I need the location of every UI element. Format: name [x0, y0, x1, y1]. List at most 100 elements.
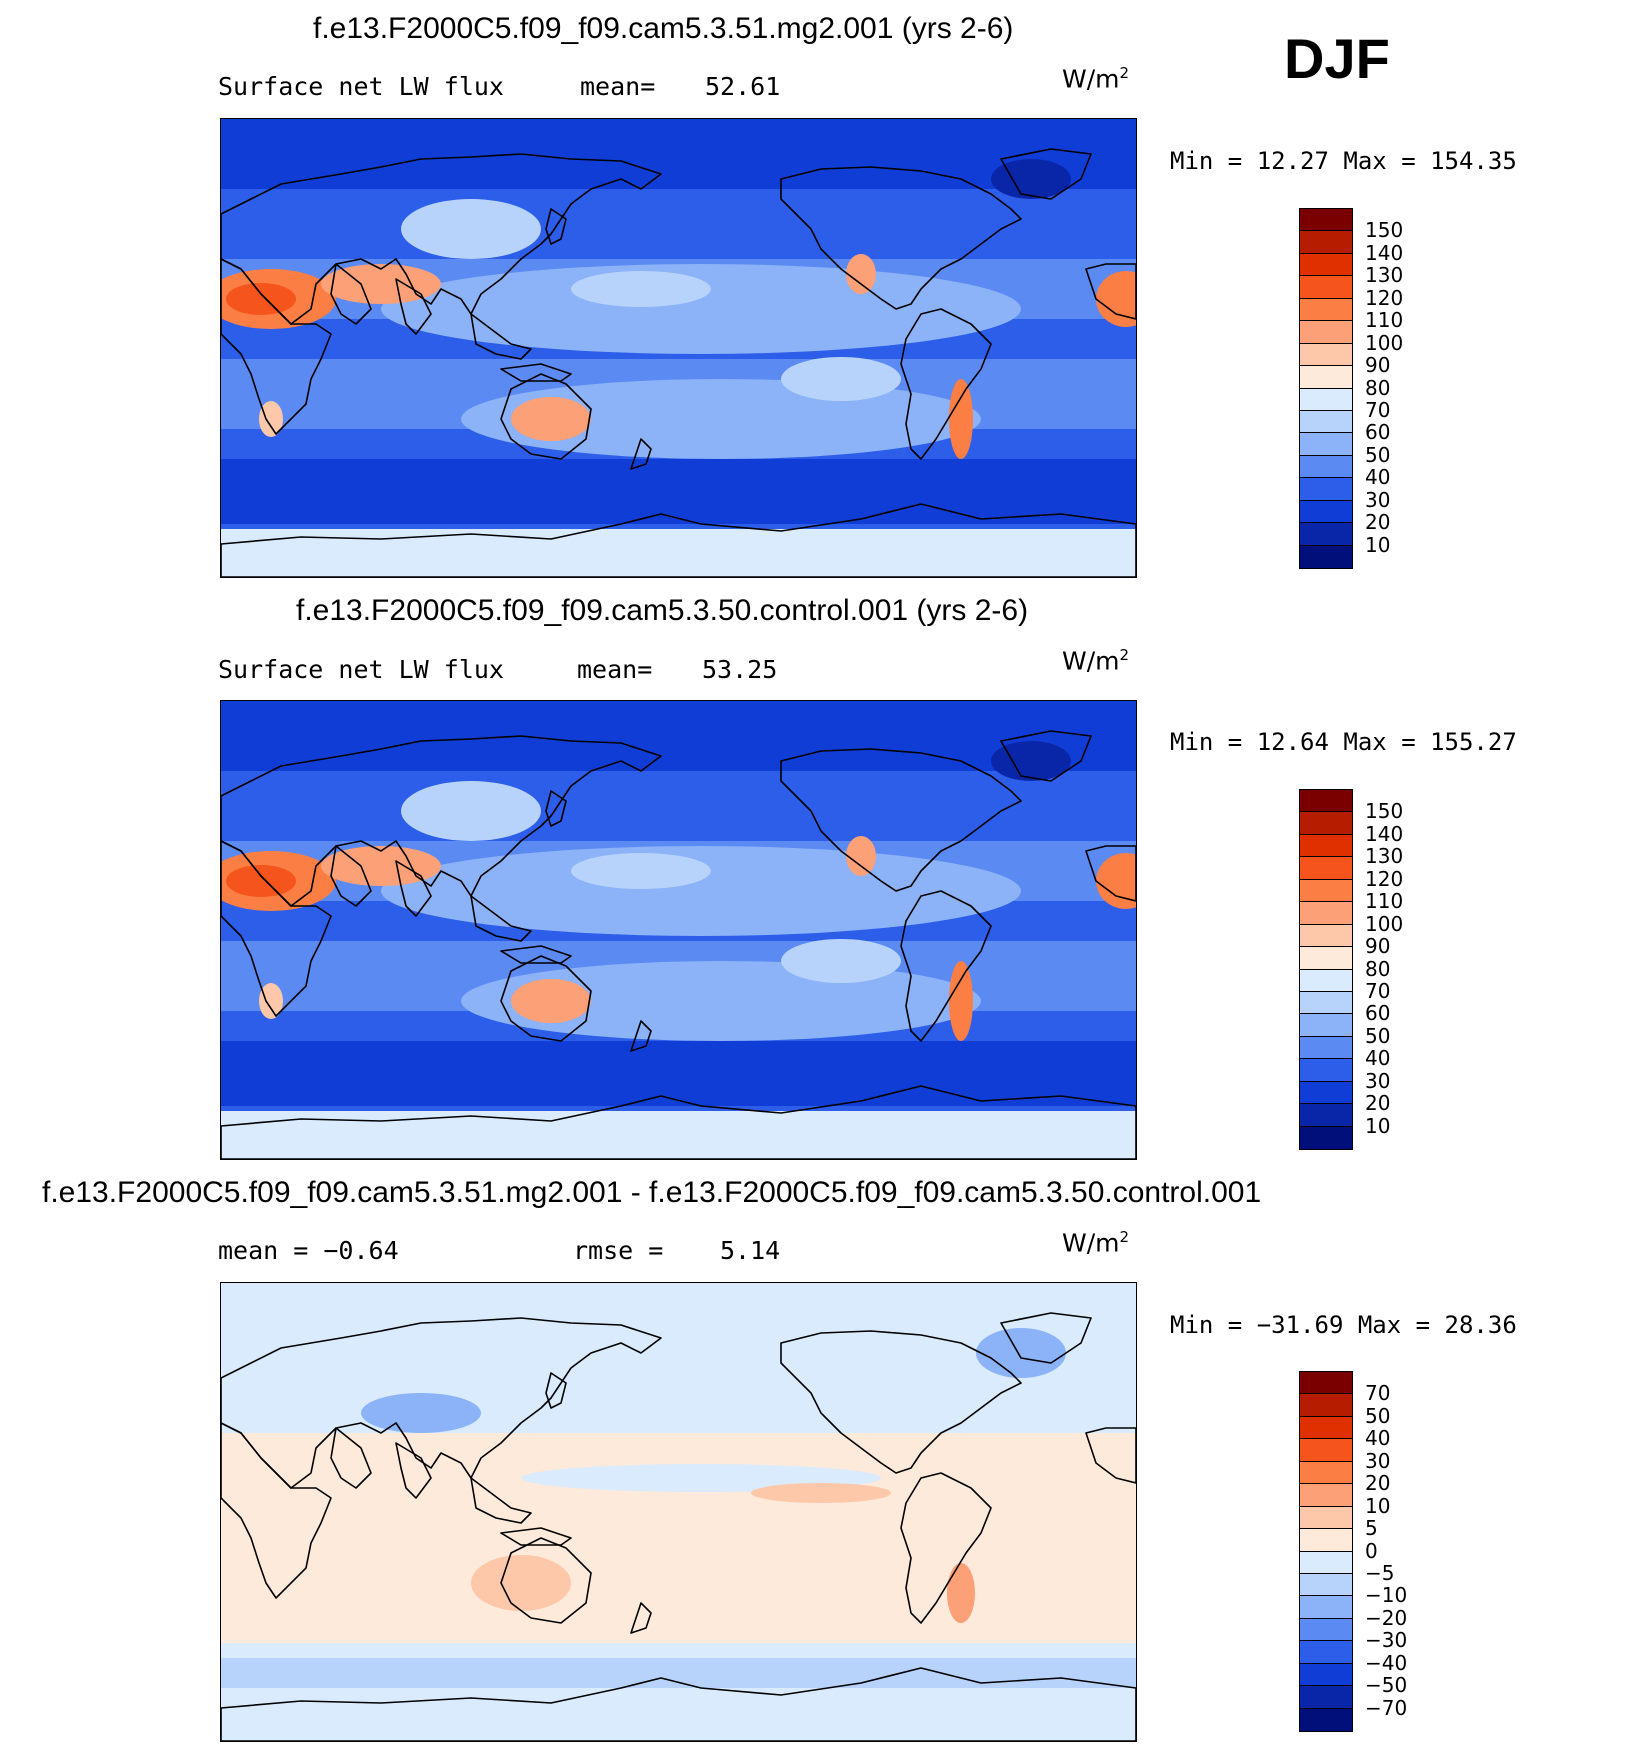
colorbar-swatch	[1300, 1596, 1352, 1619]
colorbar-tick-label: −30	[1365, 1628, 1408, 1653]
colorbar-tick-label: 150	[1365, 799, 1404, 824]
colorbar-tick-label: 100	[1365, 330, 1404, 355]
colorbar-tick-label: 140	[1365, 821, 1404, 846]
colorbar-tick-label: 90	[1365, 353, 1391, 378]
panel3-colorbar	[1299, 1371, 1353, 1732]
panel2-title: f.e13.F2000C5.f09_f09.cam5.3.50.control.…	[296, 594, 1029, 627]
colorbar-swatch	[1300, 410, 1352, 434]
colorbar-swatch	[1300, 834, 1352, 858]
colorbar-tick-label: 70	[1365, 978, 1391, 1003]
colorbar-tick-label: 60	[1365, 1001, 1391, 1026]
colorbar-tick-label: 40	[1365, 1046, 1391, 1071]
colorbar-tick-label: 30	[1365, 1068, 1391, 1093]
colorbar-swatch	[1300, 924, 1352, 948]
colorbar-swatch	[1300, 1461, 1352, 1485]
colorbar-tick-label: 10	[1365, 1113, 1391, 1138]
colorbar-tick-label: −50	[1365, 1673, 1408, 1698]
colorbar-swatch	[1300, 1529, 1352, 1552]
colorbar-tick-label: 80	[1365, 375, 1391, 400]
panel1-map	[220, 118, 1137, 578]
colorbar-tick-label: 110	[1365, 889, 1404, 914]
colorbar-swatch	[1300, 298, 1352, 322]
colorbar-swatch	[1300, 947, 1352, 970]
colorbar-tick-label: 130	[1365, 263, 1404, 288]
colorbar-tick-label: 20	[1365, 1091, 1391, 1116]
colorbar-swatch	[1300, 231, 1352, 254]
colorbar-swatch	[1300, 433, 1352, 456]
colorbar-swatch	[1300, 902, 1352, 925]
panel3-map	[220, 1282, 1137, 1742]
colorbar-swatch	[1300, 1059, 1352, 1082]
colorbar-tick-label: 60	[1365, 420, 1391, 445]
colorbar-tick-label: 40	[1365, 465, 1391, 490]
colorbar-swatch	[1300, 1372, 1352, 1395]
colorbar-swatch	[1300, 1551, 1352, 1574]
colorbar-swatch	[1300, 455, 1352, 479]
panel2-colorbar	[1299, 789, 1353, 1150]
panel2-variable-label: Surface net LW flux	[218, 655, 504, 684]
colorbar-tick-label: −5	[1365, 1560, 1395, 1585]
panel2-mean-label: mean=	[577, 655, 653, 684]
colorbar-tick-label: 50	[1365, 442, 1391, 467]
panel2-minmax: Min = 12.64 Max = 155.27	[1170, 728, 1517, 756]
colorbar-tick-label: −10	[1365, 1583, 1408, 1608]
colorbar-tick-label: 30	[1365, 1448, 1391, 1473]
panel2-units: W/m2	[1062, 646, 1130, 676]
colorbar-tick-label: 10	[1365, 1493, 1391, 1518]
colorbar-swatch	[1300, 1416, 1352, 1440]
colorbar-swatch	[1300, 1573, 1352, 1597]
colorbar-swatch	[1300, 969, 1352, 992]
colorbar-tick-label: 130	[1365, 844, 1404, 869]
colorbar-swatch	[1300, 790, 1352, 813]
season-label: DJF	[1284, 27, 1390, 90]
colorbar-tick-label: 100	[1365, 911, 1404, 936]
colorbar-tick-label: 20	[1365, 510, 1391, 535]
panel1-mean-value: 52.61	[705, 72, 781, 101]
colorbar-swatch	[1300, 478, 1352, 501]
colorbar-swatch	[1300, 343, 1352, 367]
colorbar-tick-label: 150	[1365, 218, 1404, 243]
colorbar-tick-label: 0	[1365, 1538, 1378, 1563]
colorbar-tick-label: 10	[1365, 532, 1391, 557]
colorbar-swatch	[1300, 523, 1352, 546]
colorbar-swatch	[1300, 1484, 1352, 1507]
panel3-mean-label: mean = −0.64	[218, 1236, 399, 1265]
panel2-mean-value: 53.25	[702, 655, 778, 684]
colorbar-tick-label: −70	[1365, 1695, 1408, 1720]
panel1-colorbar	[1299, 208, 1353, 569]
colorbar-swatch	[1300, 1686, 1352, 1709]
panel1-units: W/m2	[1062, 64, 1130, 94]
colorbar-tick-label: 90	[1365, 934, 1391, 959]
colorbar-swatch	[1300, 1618, 1352, 1642]
colorbar-tick-label: 50	[1365, 1403, 1391, 1428]
colorbar-swatch	[1300, 1036, 1352, 1060]
colorbar-tick-label: 40	[1365, 1426, 1391, 1451]
colorbar-swatch	[1300, 1506, 1352, 1530]
colorbar-swatch	[1300, 500, 1352, 524]
colorbar-swatch	[1300, 1394, 1352, 1417]
colorbar-swatch	[1300, 209, 1352, 232]
colorbar-swatch	[1300, 991, 1352, 1015]
colorbar-swatch	[1300, 879, 1352, 903]
colorbar-swatch	[1300, 812, 1352, 835]
colorbar-tick-label: 80	[1365, 956, 1391, 981]
colorbar-tick-label: −20	[1365, 1605, 1408, 1630]
colorbar-swatch	[1300, 1126, 1352, 1149]
colorbar-swatch	[1300, 388, 1352, 411]
colorbar-swatch	[1300, 253, 1352, 277]
colorbar-swatch	[1300, 1641, 1352, 1664]
colorbar-swatch	[1300, 1014, 1352, 1037]
panel3-rmse-label: rmse =	[573, 1236, 664, 1265]
colorbar-swatch	[1300, 276, 1352, 299]
colorbar-tick-label: 30	[1365, 487, 1391, 512]
colorbar-tick-label: 120	[1365, 866, 1404, 891]
panel3-minmax: Min = −31.69 Max = 28.36	[1170, 1311, 1517, 1339]
panel2-map	[220, 700, 1137, 1160]
colorbar-tick-label: −40	[1365, 1650, 1408, 1675]
panel1-variable-label: Surface net LW flux	[218, 72, 504, 101]
colorbar-tick-label: 120	[1365, 285, 1404, 310]
colorbar-swatch	[1300, 545, 1352, 568]
colorbar-swatch	[1300, 1708, 1352, 1731]
colorbar-tick-label: 5	[1365, 1516, 1378, 1541]
panel3-title: f.e13.F2000C5.f09_f09.cam5.3.51.mg2.001 …	[42, 1176, 1262, 1209]
